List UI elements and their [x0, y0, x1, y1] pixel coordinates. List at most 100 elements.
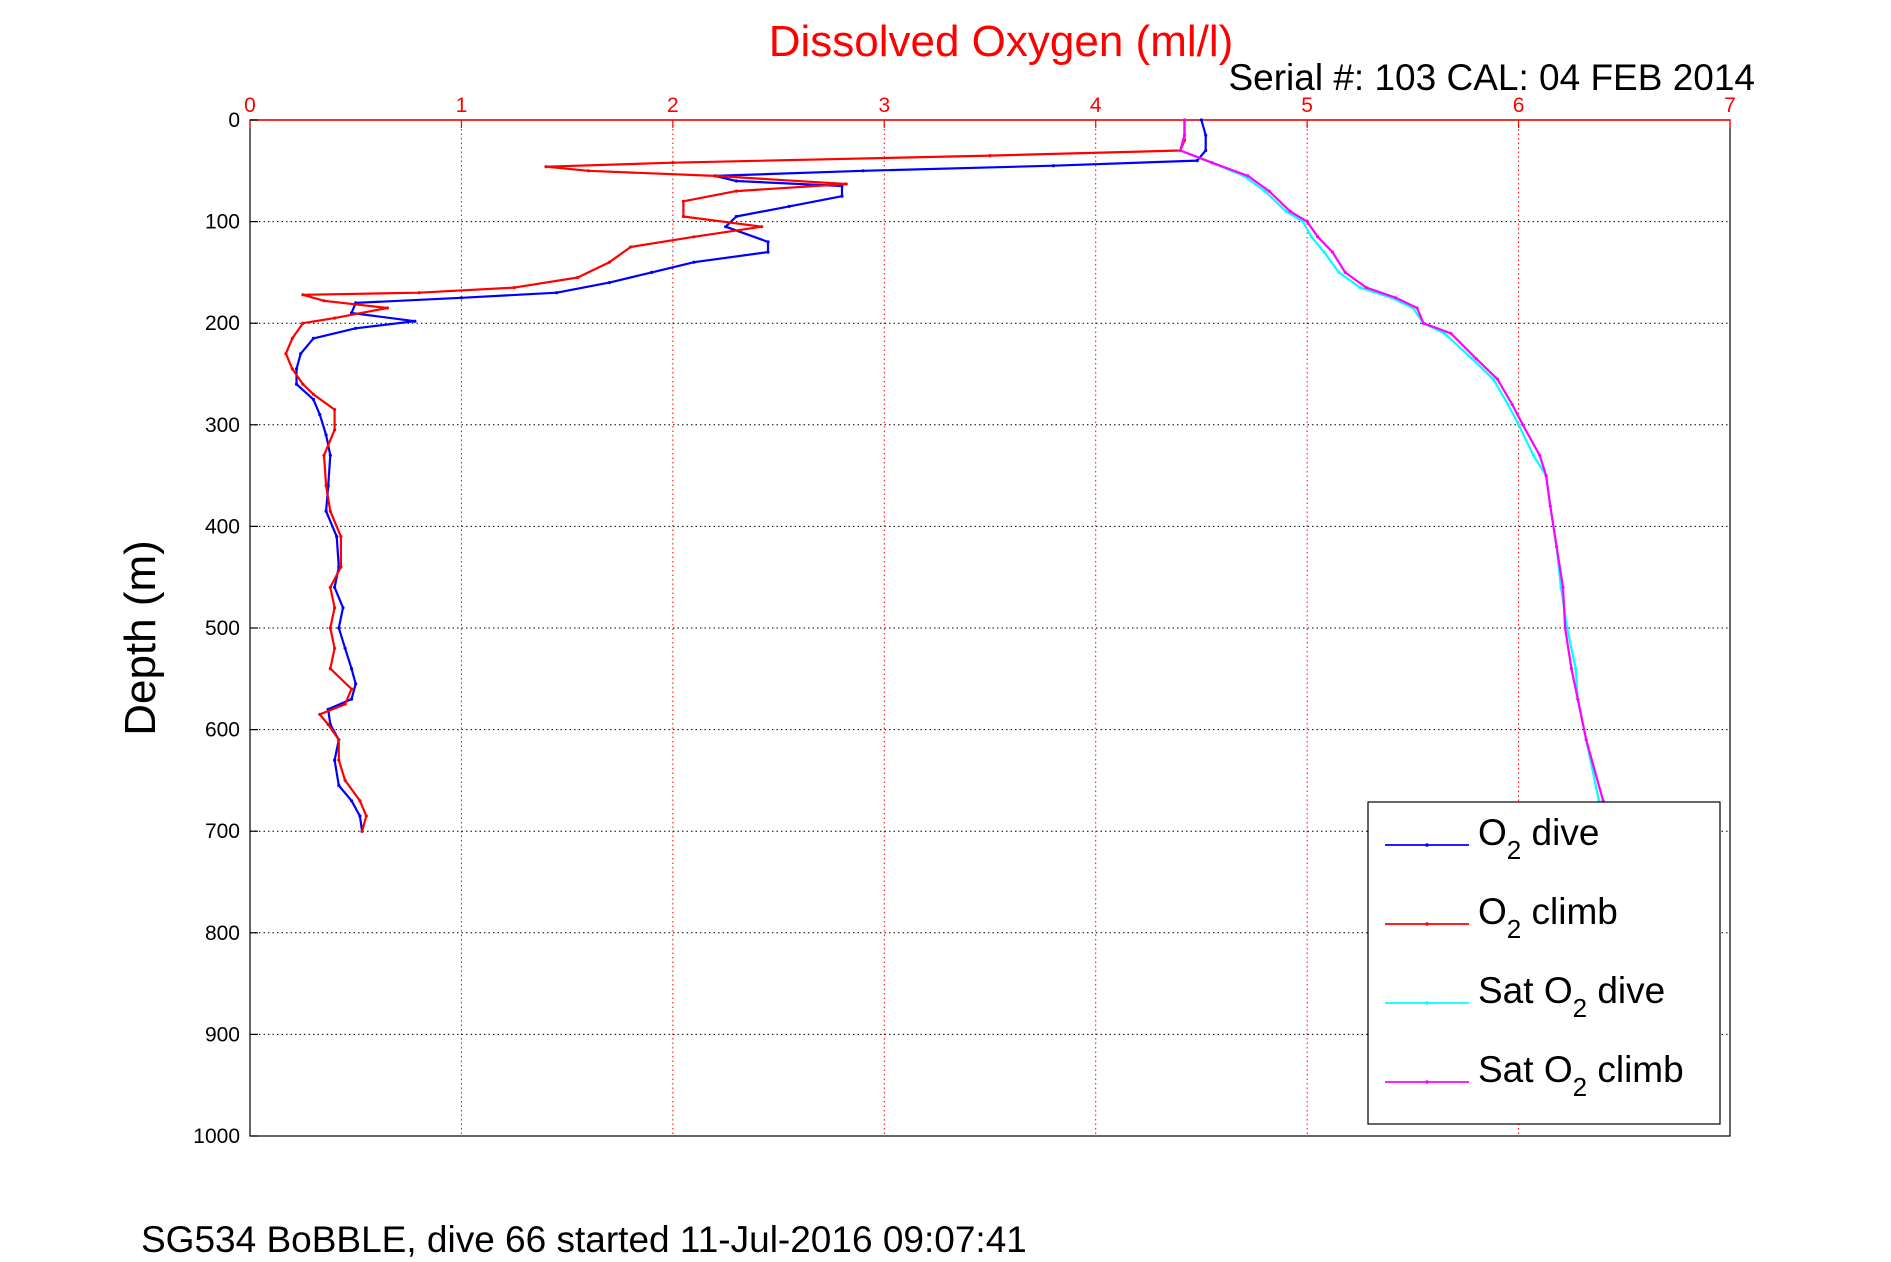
series-group: [284, 118, 1605, 833]
series-line-1: [295, 119, 1207, 832]
data-point: [324, 484, 328, 488]
data-point: [1569, 667, 1573, 671]
legend-label: Sat O2 climb: [1478, 1049, 1684, 1102]
legend-label: O2 climb: [1478, 891, 1618, 944]
data-point: [555, 291, 559, 295]
data-point: [1531, 453, 1535, 457]
data-point: [861, 169, 865, 173]
data-point: [650, 270, 654, 274]
data-point: [576, 275, 580, 280]
data-point: [349, 799, 354, 803]
data-point: [1561, 585, 1565, 590]
data-point: [294, 367, 299, 371]
data-point: [1204, 148, 1208, 153]
data-point: [328, 667, 332, 671]
data-point: [1491, 377, 1495, 381]
data-point: [692, 235, 696, 239]
data-point: [343, 702, 347, 706]
data-point: [1449, 331, 1453, 335]
data-point: [290, 336, 294, 340]
data-point: [337, 758, 341, 762]
data-point: [354, 682, 358, 686]
data-point: [1322, 250, 1326, 254]
data-point: [760, 225, 764, 229]
data-point: [328, 509, 332, 513]
data-point: [333, 316, 337, 320]
data-point: [1337, 270, 1341, 274]
data-point: [339, 535, 343, 539]
y-tick-label: 300: [205, 414, 240, 437]
x-tick-label: 3: [878, 94, 890, 117]
data-point: [713, 174, 717, 178]
data-point: [385, 306, 389, 310]
data-point: [318, 712, 322, 717]
data-point: [343, 778, 347, 783]
data-point: [333, 428, 337, 432]
data-point: [1330, 250, 1335, 254]
data-point: [349, 667, 354, 671]
legend-box: [1367, 801, 1721, 1125]
data-point: [1343, 270, 1347, 274]
data-point: [1263, 189, 1267, 193]
y-axis-label: Depth (m): [116, 540, 165, 736]
series-line-4: [1179, 120, 1605, 801]
legend-marker: [1425, 843, 1429, 847]
data-point: [734, 179, 738, 183]
data-point: [512, 286, 516, 290]
data-point: [1517, 423, 1521, 427]
data-point: [724, 225, 728, 229]
data-point: [1495, 377, 1499, 381]
series-line-3: [1179, 120, 1600, 801]
data-point: [681, 214, 686, 219]
data-point: [301, 293, 305, 297]
data-point: [1548, 504, 1552, 508]
data-point: [343, 646, 347, 650]
series-line-2: [284, 120, 1186, 832]
data-point: [607, 260, 612, 264]
data-point: [1574, 667, 1578, 671]
data-point: [1394, 296, 1398, 300]
data-point: [1305, 220, 1309, 224]
data-point: [692, 260, 696, 264]
chart-footer: SG534 BoBBLE, dive 66 started 11-Jul-201…: [141, 1219, 1027, 1260]
data-point: [1309, 235, 1313, 239]
data-point: [1415, 306, 1419, 310]
data-point: [339, 565, 343, 569]
x-tick-label: 5: [1301, 94, 1313, 117]
y-tick-label: 200: [205, 312, 240, 335]
x-tick-label: 0: [244, 94, 256, 117]
data-point: [1538, 453, 1542, 457]
data-point: [311, 397, 315, 401]
data-point: [1364, 286, 1368, 290]
data-point: [311, 392, 315, 396]
data-point: [337, 783, 341, 788]
data-point: [1358, 286, 1362, 290]
y-tick-label: 600: [205, 719, 240, 742]
data-point: [1474, 357, 1478, 361]
data-point: [1284, 209, 1288, 213]
data-point: [301, 321, 305, 325]
y-tick-label: 1000: [193, 1125, 240, 1148]
data-point: [1584, 738, 1588, 742]
data-point: [844, 182, 848, 186]
data-point: [1521, 423, 1525, 427]
data-point: [607, 281, 612, 285]
data-point: [1182, 133, 1187, 137]
data-point: [284, 352, 288, 356]
data-point: [326, 722, 330, 727]
data-point: [299, 352, 303, 356]
data-point: [1544, 474, 1548, 478]
data-point: [734, 189, 738, 193]
legend: O2 dive O2 climb Sat O2 dive Sat O2 climb: [1367, 801, 1721, 1125]
x-tick-label: 2: [667, 94, 679, 117]
x-tick-label: 4: [1090, 94, 1102, 117]
data-point: [324, 509, 328, 513]
data-point: [417, 291, 421, 295]
legend-label: O2 dive: [1478, 812, 1599, 865]
y-axis-ticks: 0 100 200 300 400 500 600 700 800 900 1000: [193, 109, 258, 1148]
y-tick-label: 700: [205, 820, 240, 843]
x-tick-label: 7: [1724, 94, 1736, 117]
data-point: [324, 433, 328, 437]
data-point: [1470, 357, 1474, 361]
x-tick-label: 1: [456, 94, 468, 117]
